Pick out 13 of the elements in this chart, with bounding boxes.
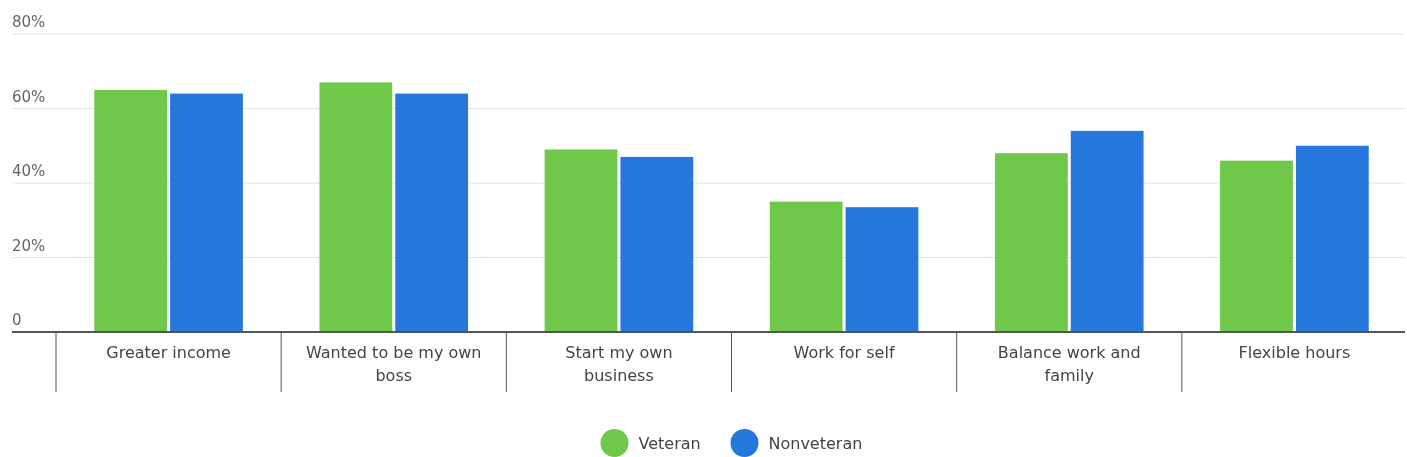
- legend-label: Veteran: [638, 434, 701, 453]
- x-tick-label: Wanted to be my own boss: [306, 343, 482, 385]
- y-tick-label: 0: [12, 311, 22, 329]
- x-tick-label: Flexible hours: [1238, 343, 1351, 362]
- y-tick-label: 40%: [12, 162, 46, 180]
- legend-label: Nonveteran: [768, 434, 863, 453]
- x-tick-label: Greater income: [106, 343, 231, 362]
- y-tick-label: 60%: [12, 87, 46, 106]
- x-tick-label: Start my own business: [565, 343, 673, 385]
- x-tick-label: Work for self: [793, 343, 895, 362]
- y-tick-label: 80%: [12, 13, 46, 31]
- x-tick-label: Balance work and family: [997, 343, 1141, 385]
- y-tick-label: 20%: [12, 236, 46, 255]
